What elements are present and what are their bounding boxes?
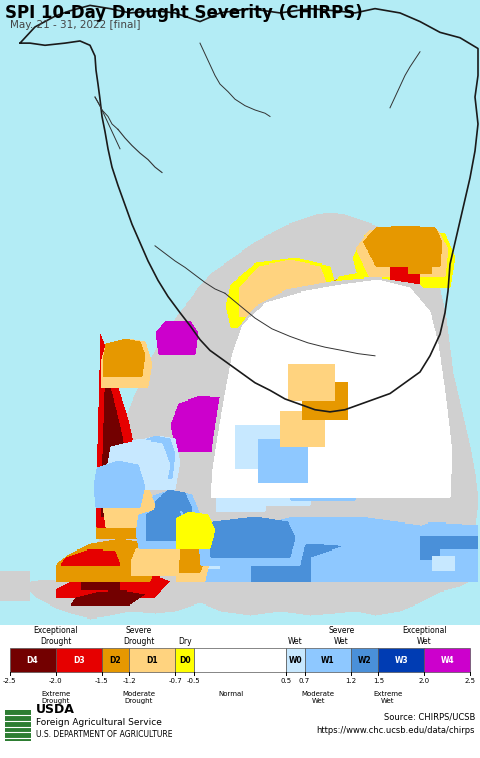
Text: W4: W4	[441, 656, 454, 665]
Text: 0.5: 0.5	[280, 678, 292, 684]
Text: Normal: Normal	[218, 691, 243, 697]
Text: Dry: Dry	[178, 637, 192, 646]
Text: Wet: Wet	[288, 637, 303, 646]
Bar	[176, 648, 194, 672]
Text: May. 21 - 31, 2022 [final]: May. 21 - 31, 2022 [final]	[10, 20, 140, 30]
Text: 2.5: 2.5	[465, 678, 476, 684]
Bar	[102, 648, 130, 672]
Bar	[130, 648, 176, 672]
Text: -0.7: -0.7	[168, 678, 182, 684]
Bar	[5, 709, 31, 741]
Bar	[424, 648, 470, 672]
Bar	[350, 648, 378, 672]
Text: W1: W1	[321, 656, 335, 665]
Text: Moderate
Drought: Moderate Drought	[122, 691, 155, 704]
Text: W3: W3	[395, 656, 408, 665]
Text: Moderate
Wet: Moderate Wet	[302, 691, 335, 704]
Text: Severe
Wet: Severe Wet	[328, 626, 355, 646]
Text: Extreme
Wet: Extreme Wet	[373, 691, 402, 704]
Text: Foreign Agricultural Service: Foreign Agricultural Service	[36, 719, 162, 727]
Bar	[194, 648, 286, 672]
Text: USDA: USDA	[36, 703, 75, 716]
Text: D0: D0	[179, 656, 191, 665]
Bar	[56, 648, 102, 672]
Text: -2.5: -2.5	[3, 678, 16, 684]
Text: D4: D4	[27, 656, 38, 665]
Text: Extreme
Drought: Extreme Drought	[41, 691, 70, 704]
Text: U.S. DEPARTMENT OF AGRICULTURE: U.S. DEPARTMENT OF AGRICULTURE	[36, 730, 172, 738]
Text: -1.2: -1.2	[122, 678, 136, 684]
Text: D3: D3	[73, 656, 84, 665]
Text: Severe
Drought: Severe Drought	[123, 626, 154, 646]
Text: 1.2: 1.2	[345, 678, 356, 684]
Text: -2.0: -2.0	[49, 678, 62, 684]
Text: 0.7: 0.7	[299, 678, 310, 684]
Text: Exceptional
Drought: Exceptional Drought	[33, 626, 78, 646]
Bar	[286, 648, 304, 672]
Text: W0: W0	[288, 656, 302, 665]
Text: -0.5: -0.5	[187, 678, 201, 684]
Text: 1.5: 1.5	[373, 678, 384, 684]
Bar	[304, 648, 350, 672]
Text: Source: CHIRPS/UCSB: Source: CHIRPS/UCSB	[384, 713, 475, 722]
Text: W2: W2	[358, 656, 372, 665]
Bar	[10, 648, 56, 672]
Text: 2.0: 2.0	[419, 678, 430, 684]
Text: SPI 10-Day Drought Severity (CHIRPS): SPI 10-Day Drought Severity (CHIRPS)	[5, 4, 362, 22]
Bar	[378, 648, 424, 672]
Text: -1.5: -1.5	[95, 678, 108, 684]
Text: Exceptional
Wet: Exceptional Wet	[402, 626, 447, 646]
Text: https://www.chc.ucsb.edu/data/chirps: https://www.chc.ucsb.edu/data/chirps	[317, 726, 475, 735]
Text: D2: D2	[110, 656, 121, 665]
Text: D1: D1	[146, 656, 158, 665]
